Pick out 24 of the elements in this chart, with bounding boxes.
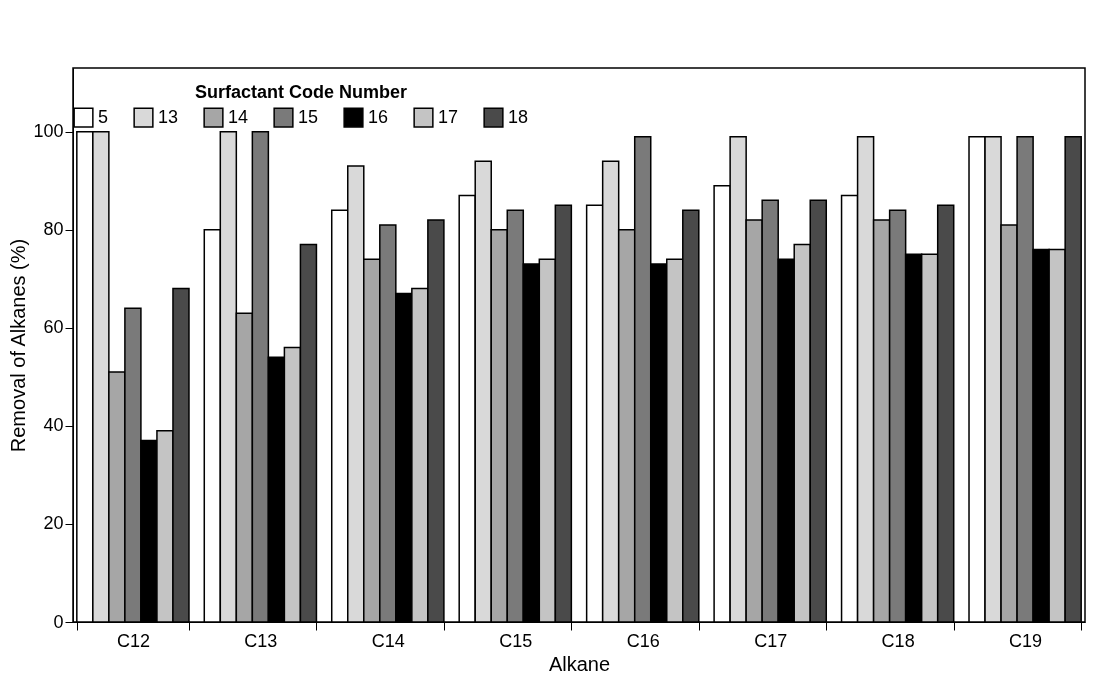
y-tick-label: 100 bbox=[33, 121, 64, 142]
x-tick-label: C19 bbox=[1009, 630, 1043, 651]
legend-label: 14 bbox=[228, 106, 249, 127]
y-tick-label: 40 bbox=[43, 415, 64, 436]
x-tick-label: C17 bbox=[754, 630, 788, 651]
legend-label: 16 bbox=[368, 106, 389, 127]
x-tick-label: C15 bbox=[499, 630, 533, 651]
x-tick-label: C13 bbox=[244, 630, 278, 651]
legend-label: 15 bbox=[298, 106, 319, 127]
x-tick-label: C12 bbox=[116, 630, 150, 651]
y-tick-label: 80 bbox=[43, 219, 64, 240]
legend-label: 17 bbox=[438, 106, 459, 127]
y-tick-label: 20 bbox=[43, 513, 64, 534]
y-axis-title: Removal of Alkanes (%) bbox=[7, 238, 30, 453]
x-tick-label: C14 bbox=[371, 630, 405, 651]
legend-title: Surfactant Code Number bbox=[194, 82, 408, 102]
legend-label: 13 bbox=[158, 106, 179, 127]
x-tick-label: C18 bbox=[881, 630, 915, 651]
legend-label: 5 bbox=[98, 106, 109, 127]
y-tick-label: 0 bbox=[53, 611, 64, 632]
y-tick-label: 60 bbox=[43, 317, 64, 338]
x-axis-title: Alkane bbox=[548, 652, 611, 675]
x-tick-label: C16 bbox=[626, 630, 660, 651]
legend-label: 18 bbox=[508, 106, 529, 127]
